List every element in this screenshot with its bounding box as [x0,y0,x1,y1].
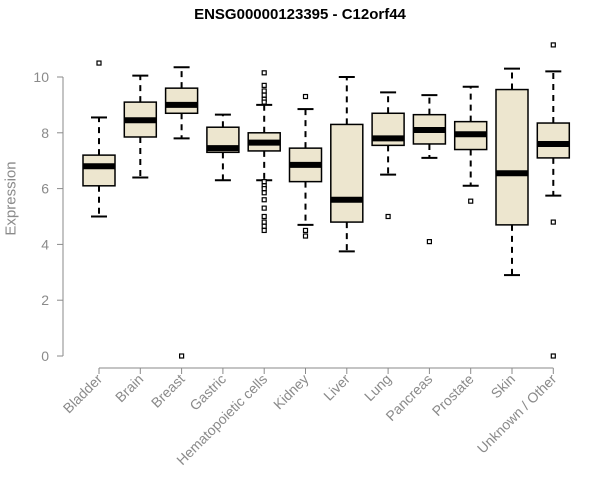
outlier-point-breast [179,353,185,359]
outlier-point-lung [385,213,391,220]
outlier-point-hematopoietic-cells [261,197,267,203]
outlier-point-hematopoietic-cells [261,205,267,211]
outlier-point-hematopoietic-cells [261,186,267,192]
outlier-point-kidney [302,93,309,100]
outlier-point-prostate [468,198,474,204]
x-tick-label-liver: Liver [320,371,353,404]
x-tick-label-prostate: Prostate [429,371,477,419]
outlier-point-hematopoietic-cells [261,227,267,234]
box-bladder [82,154,116,187]
box-liver [330,123,364,223]
outlier-point-hematopoietic-cells [261,88,267,94]
outlier-point-hematopoietic-cells [261,213,267,220]
x-tick-label-lung: Lung [361,371,394,404]
outlier-point-bladder [96,60,102,66]
chart-title: ENSG00000123395 - C12orf44 [194,6,406,23]
outlier-point-hematopoietic-cells [261,179,267,185]
y-tick-label: 4 [41,236,49,252]
box-unknown-other [536,122,571,159]
outlier-point-unknown-other [550,219,556,225]
box-breast [164,87,199,115]
x-tick-label-kidney: Kidney [270,371,312,413]
outlier-point-pancreas [426,239,432,245]
outlier-point-hematopoietic-cells [261,70,267,76]
y-tick-label: 10 [33,69,49,85]
y-tick-label: 0 [41,348,49,364]
x-tick-label-breast: Breast [148,371,188,411]
box-skin [495,88,529,226]
outlier-point-kidney [302,227,309,234]
x-tick-label-skin: Skin [488,371,519,402]
outlier-point-hematopoietic-cells [261,82,267,88]
outlier-point-hematopoietic-cells [261,99,267,105]
outlier-point-unknown-other [550,42,556,48]
outlier-point-hematopoietic-cells [261,190,267,196]
y-tick-label: 8 [41,125,49,141]
outlier-point-hematopoietic-cells [261,219,267,225]
outlier-point-hematopoietic-cells [261,223,267,229]
outlier-point-hematopoietic-cells [261,92,267,98]
outlier-point-unknown-other [550,353,556,359]
x-tick-label-bladder: Bladder [60,371,106,417]
x-tick-label-brain: Brain [112,371,146,405]
outlier-point-kidney [302,233,309,239]
y-tick-label: 2 [41,292,49,308]
y-tick-label: 6 [41,181,49,197]
